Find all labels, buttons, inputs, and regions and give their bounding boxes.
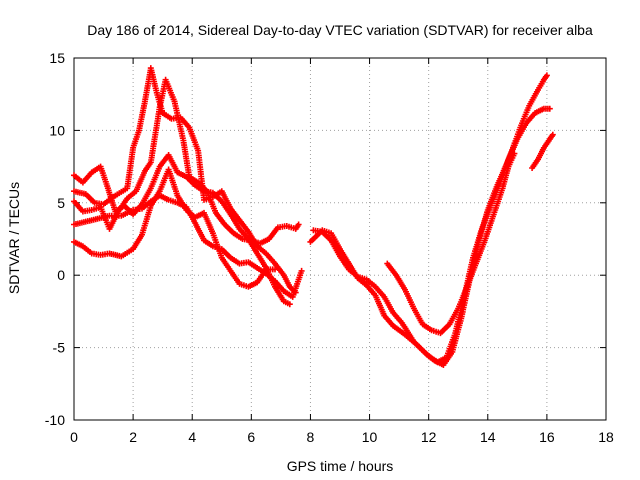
y-tick-label: 0 xyxy=(57,267,65,283)
data-point xyxy=(511,150,518,157)
x-tick-label: 14 xyxy=(480,429,496,445)
x-axis-label: GPS time / hours xyxy=(287,458,394,474)
x-tick-label: 16 xyxy=(539,429,555,445)
x-tick-label: 12 xyxy=(421,429,437,445)
data-point xyxy=(543,72,550,79)
x-tick-label: 0 xyxy=(70,429,78,445)
x-tick-label: 8 xyxy=(307,429,315,445)
data-point xyxy=(272,266,278,273)
chart-title: Day 186 of 2014, Sidereal Day-to-day VTE… xyxy=(87,22,593,38)
x-tick-label: 6 xyxy=(247,429,255,445)
y-tick-label: 5 xyxy=(57,195,65,211)
series-track-8 xyxy=(384,150,518,337)
data-point xyxy=(295,221,302,228)
x-tick-label: 18 xyxy=(598,429,614,445)
y-tick-label: 15 xyxy=(49,50,65,66)
data-series xyxy=(71,65,556,368)
axis-ticks: 0 2 4 6 8 10 12 14 16 18 -10 -5 0 5 10 15 xyxy=(45,50,614,445)
y-axis-label: SDTVAR / TECUs xyxy=(6,182,22,294)
series-track-5 xyxy=(71,192,305,300)
x-tick-label: 2 xyxy=(129,429,137,445)
y-tick-label: -10 xyxy=(45,412,65,428)
x-tick-label: 4 xyxy=(188,429,196,445)
y-tick-label: 10 xyxy=(49,122,65,138)
series-track-9 xyxy=(529,131,556,171)
series-track-3 xyxy=(71,76,302,247)
data-point xyxy=(298,267,305,274)
x-tick-label: 10 xyxy=(362,429,378,445)
data-point xyxy=(549,131,556,138)
data-point xyxy=(286,301,293,308)
series-track-2 xyxy=(71,152,293,308)
y-tick-label: -5 xyxy=(53,340,66,356)
data-point xyxy=(546,105,553,112)
series-track-7 xyxy=(310,72,550,368)
